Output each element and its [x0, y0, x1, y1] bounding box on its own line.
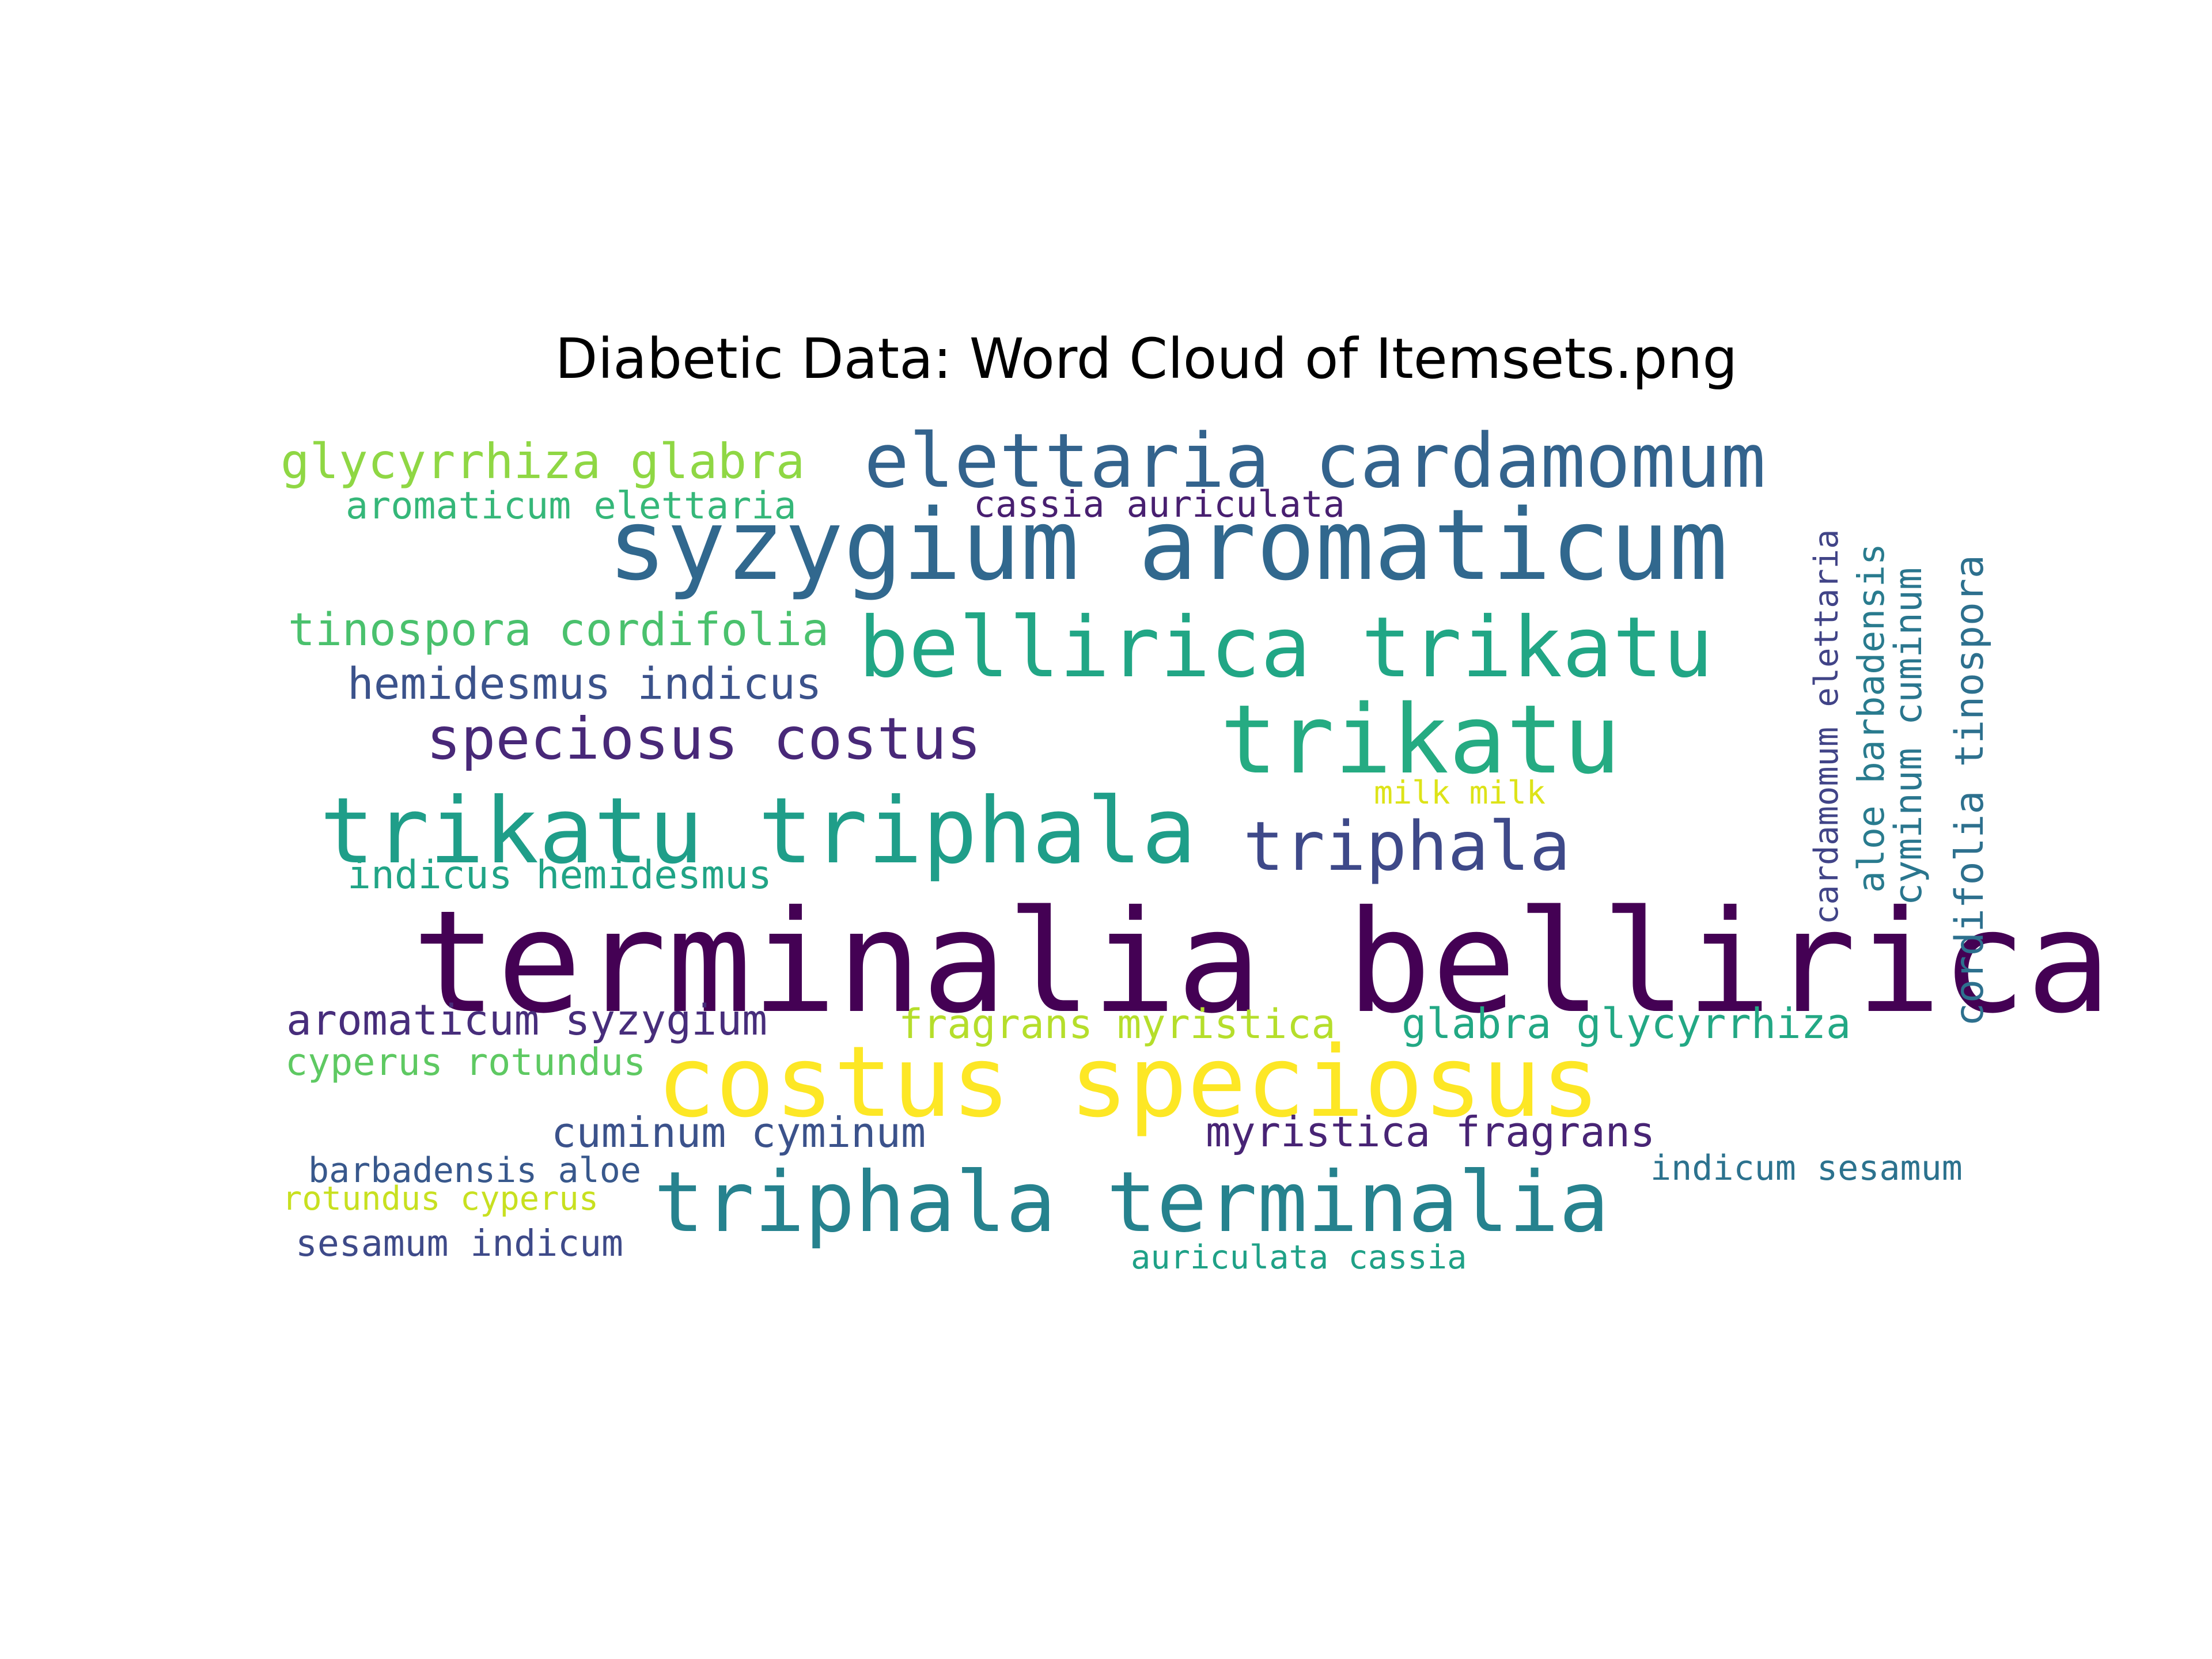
word-trikatu: trikatu	[1220, 684, 1620, 795]
word-syzygium-aromaticum: syzygium aromaticum	[608, 488, 1728, 603]
word-aromaticum-elettaria: aromaticum elettaria	[346, 484, 797, 528]
word-cuminum-cyminum: cuminum cyminum	[551, 1108, 926, 1157]
word-barbadensis-aloe: barbadensis aloe	[308, 1150, 641, 1191]
word-elettaria-cardamomum: elettaria cardamomum	[864, 417, 1766, 505]
word-sesamum-indicum: sesamum indicum	[296, 1222, 623, 1264]
word-trikatu-triphala: trikatu triphala	[320, 778, 1196, 884]
chart-title: Diabetic Data: Word Cloud of Itemsets.pn…	[555, 327, 1738, 391]
word-cordifolia-tinospora: cordifolia tinospora	[1947, 555, 1993, 1027]
word-bellirica-trikatu: bellirica trikatu	[858, 599, 1713, 696]
word-cardamomum-elettaria: cardamomum elettaria	[1808, 529, 1846, 925]
word-aromaticum-syzygium: aromaticum syzygium	[286, 996, 767, 1045]
word-indicus-hemidesmus: indicus hemidesmus	[347, 853, 772, 898]
word-myristica-fragrans: myristica fragrans	[1206, 1108, 1655, 1156]
word-cyminum-cuminum: cyminum cuminum	[1887, 567, 1930, 906]
word-tinospora-cordifolia: tinospora cordifolia	[288, 604, 829, 656]
word-milk-milk: milk milk	[1374, 774, 1546, 811]
word-cyperus-rotundus: cyperus rotundus	[285, 1041, 646, 1084]
word-cassia-auriculata: cassia auriculata	[974, 483, 1345, 525]
word-terminalia-bellirica: terminalia bellirica	[412, 880, 2111, 1044]
word-fragrans-myristica: fragrans myristica	[899, 1001, 1336, 1048]
word-rotundus-cyperus: rotundus cyperus	[282, 1180, 599, 1218]
word-glycyrrhiza-glabra: glycyrrhiza glabra	[281, 433, 805, 490]
word-auriculata-cassia: auriculata cassia	[1131, 1238, 1467, 1277]
word-costus-speciosus: costus speciosus	[657, 1025, 1600, 1139]
word-triphala-terminalia: triphala terminalia	[654, 1154, 1609, 1251]
word-triphala: triphala	[1243, 806, 1570, 886]
word-speciosus-costus: speciosus costus	[426, 705, 981, 772]
word-indicum-sesamum: indicum sesamum	[1650, 1148, 1963, 1188]
word-aloe-barbadensis: aloe barbadensis	[1850, 543, 1892, 893]
word-hemidesmus-indicus: hemidesmus indicus	[347, 658, 822, 709]
word-glabra-glycyrrhiza: glabra glycyrrhiza	[1402, 999, 1851, 1048]
